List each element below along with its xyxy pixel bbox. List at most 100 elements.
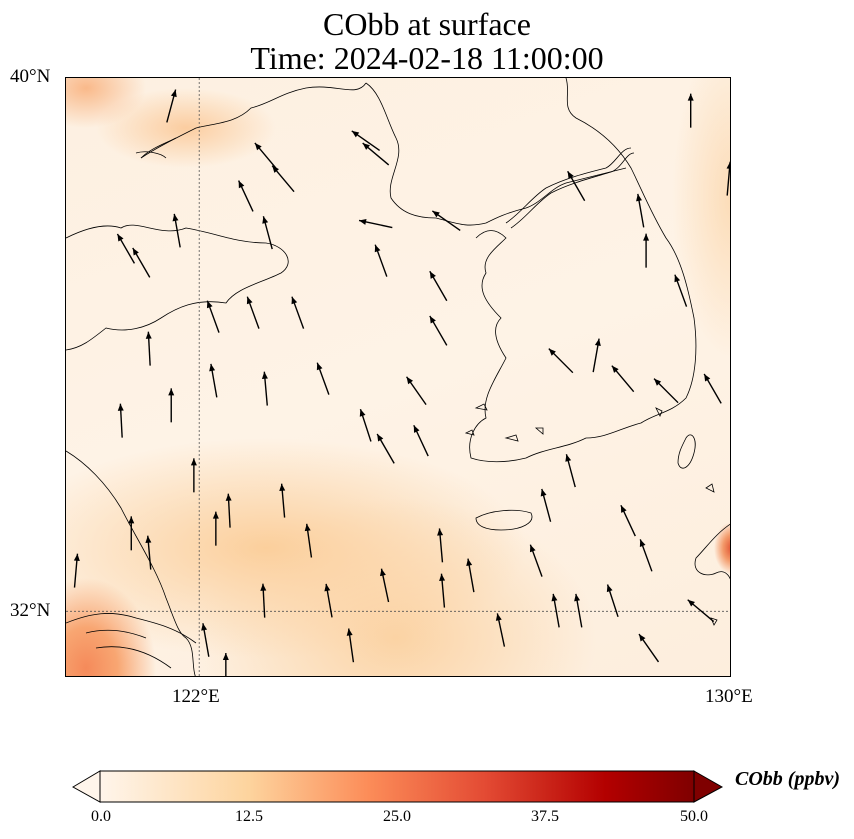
wind-arrow-head <box>209 363 216 372</box>
wind-arrow-head <box>439 573 446 581</box>
map-title-line2: Time: 2024-02-18 11:00:00 <box>250 40 604 76</box>
wind-arrow-head <box>132 247 139 256</box>
wind-arrow <box>726 161 730 196</box>
wind-arrow <box>172 213 181 248</box>
wind-arrow-head <box>346 628 353 636</box>
wind-arrow <box>117 403 124 438</box>
wind-arrow-head <box>654 378 662 386</box>
wind-arrow-head <box>316 362 323 371</box>
wind-arrow-head <box>429 271 436 279</box>
wind-arrow-head <box>238 180 245 189</box>
wind-arrow-head <box>565 454 572 462</box>
wind-arrow-head <box>704 373 711 382</box>
lon-tick-122e: 122°E <box>172 686 220 707</box>
wind-arrow <box>413 424 429 457</box>
wind-arrow-head <box>128 516 135 524</box>
wind-arrow <box>324 583 333 618</box>
wind-arrow <box>639 539 653 572</box>
wind-arrow-head <box>380 568 386 577</box>
wind-arrow-head <box>168 388 175 396</box>
wind-arrow <box>687 599 715 623</box>
wind-arrow <box>620 504 636 537</box>
wind-arrow-head <box>190 458 197 466</box>
coastline-korea-islands <box>464 403 663 442</box>
map-overlay <box>66 78 730 676</box>
wind-arrow-head <box>172 213 179 222</box>
wind-arrow <box>212 511 219 546</box>
wind-arrow <box>437 528 444 563</box>
wind-vectors <box>73 89 730 676</box>
wind-arrow-head <box>201 623 208 631</box>
wind-arrow-head <box>413 425 420 433</box>
wind-arrow <box>638 633 660 663</box>
wind-arrow <box>687 93 694 128</box>
colorbar-gradient <box>99 770 695 803</box>
colorbar <box>72 770 724 803</box>
wind-arrow-head <box>324 583 331 592</box>
wind-arrow-head <box>687 599 695 607</box>
wind-arrow-head <box>636 193 642 202</box>
wind-arrow-head <box>222 653 229 660</box>
wind-arrow <box>653 378 679 404</box>
wind-arrow <box>145 535 152 570</box>
coastline-jp-islands <box>705 483 718 626</box>
coastlines <box>66 78 730 676</box>
wind-arrow-head <box>638 634 646 642</box>
wind-arrow-head <box>466 558 473 567</box>
wind-arrow-head <box>606 584 613 593</box>
wind-arrow-head <box>574 593 581 602</box>
wind-arrow-head <box>260 583 267 591</box>
coastline-jiangsu <box>66 450 196 676</box>
wind-arrow <box>351 130 381 151</box>
wind-arrow-head <box>529 544 536 553</box>
colorbar-extend-high <box>693 770 724 803</box>
colorbar-tick-12-5: 12.5 <box>235 808 263 825</box>
wind-arrow <box>643 233 650 268</box>
wind-arrow-head <box>261 371 268 379</box>
wind-arrow <box>606 584 619 618</box>
wind-arrow <box>405 376 427 405</box>
wind-arrow-head <box>272 165 279 173</box>
wind-arrow-head <box>726 162 730 169</box>
wind-arrow <box>636 193 645 228</box>
wind-arrow <box>551 593 560 628</box>
wind-arrow-head <box>145 535 152 543</box>
wind-arrow <box>359 408 372 442</box>
wind-arrow-head <box>377 433 384 442</box>
wind-arrow <box>116 233 136 264</box>
coastline-china <box>66 224 289 351</box>
wind-arrow <box>132 247 151 278</box>
wind-arrow <box>574 593 583 628</box>
wind-arrow <box>254 142 278 170</box>
wind-arrow-head <box>362 143 370 150</box>
coastline-jeju <box>475 509 533 531</box>
wind-arrow <box>222 653 229 676</box>
colorbar-tick-0: 0.0 <box>91 808 111 825</box>
wind-arrow-head <box>437 528 444 536</box>
wind-arrow-head <box>170 89 177 98</box>
wind-arrow <box>168 388 175 423</box>
wind-arrow <box>674 274 688 307</box>
coastline-kyushu <box>694 523 730 580</box>
wind-arrow-head <box>687 93 694 101</box>
wind-arrow-head <box>279 483 286 491</box>
wind-arrow <box>261 371 268 406</box>
wind-arrow-head <box>639 539 646 547</box>
wind-arrow <box>548 348 574 374</box>
wind-arrow <box>703 373 722 404</box>
wind-arrow-head <box>374 244 381 253</box>
wind-arrow <box>190 458 197 493</box>
wind-arrow-head <box>620 505 627 513</box>
wind-arrow-head <box>674 274 681 283</box>
wind-arrow-head <box>406 376 414 385</box>
map-title-line1: CObb at surface <box>323 6 531 42</box>
wind-arrow-head <box>225 493 232 501</box>
wind-arrow <box>225 493 232 528</box>
wind-arrow-head <box>145 331 152 339</box>
wind-arrow <box>206 300 220 333</box>
colorbar-tick-25: 25.0 <box>383 808 411 825</box>
wind-arrow <box>592 338 601 373</box>
wind-arrow <box>209 363 218 398</box>
wind-arrow <box>439 573 446 608</box>
wind-arrow <box>346 628 355 663</box>
